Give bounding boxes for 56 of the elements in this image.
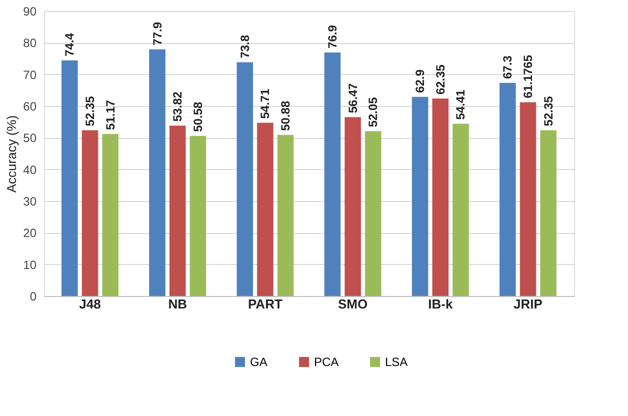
data-label: 50.88 <box>278 100 293 131</box>
data-label: 52.35 <box>541 96 556 126</box>
bar <box>412 96 428 296</box>
data-label: 56.47 <box>346 82 360 114</box>
y-tick-label: 10 <box>23 258 37 272</box>
y-tick-label: 0 <box>30 290 37 304</box>
y-tick-label: 20 <box>23 226 37 240</box>
bar <box>169 126 186 296</box>
y-tick-label: 30 <box>23 194 37 208</box>
x-tick-label: NB <box>168 296 187 312</box>
data-label: 54.71 <box>258 88 272 119</box>
bar <box>500 82 516 296</box>
y-axis-title: Accuracy (%) <box>4 115 20 193</box>
bar <box>344 117 361 296</box>
y-tick-label: 70 <box>23 68 37 82</box>
x-tick-label: JRIP <box>514 296 543 312</box>
bar <box>277 134 294 296</box>
bar <box>257 122 274 296</box>
bar <box>540 130 556 296</box>
data-label: 52.05 <box>366 96 380 128</box>
data-label: 67.3 <box>500 55 515 79</box>
bar <box>324 52 341 296</box>
legend-label: PCA <box>314 355 339 369</box>
data-label: 73.8 <box>238 34 252 58</box>
x-tick-label: SMO <box>338 296 368 312</box>
bar <box>62 60 78 296</box>
y-tick-label: 80 <box>23 36 37 50</box>
data-label: 62.35 <box>433 64 448 95</box>
legend-label: GA <box>250 355 268 369</box>
y-tick-label: 40 <box>23 162 37 177</box>
x-tick-label: PART <box>248 296 282 312</box>
data-label: 54.41 <box>454 89 468 120</box>
bar <box>452 124 469 296</box>
y-tick-label: 60 <box>23 100 37 114</box>
y-tick-label: 50 <box>23 131 37 146</box>
x-tick-label: IB-k <box>428 296 454 312</box>
bar <box>520 102 536 296</box>
data-label: 77.9 <box>150 22 164 46</box>
data-label: 51.17 <box>103 100 118 130</box>
bar <box>102 134 118 296</box>
x-tick-label: J48 <box>79 296 101 312</box>
data-label: 62.9 <box>413 69 428 93</box>
data-label: 53.82 <box>170 91 185 122</box>
data-label: 74.4 <box>62 32 77 56</box>
legend-label: LSA <box>385 355 408 369</box>
bar <box>432 98 449 296</box>
bar <box>149 49 166 296</box>
data-label: 52.35 <box>82 96 97 126</box>
bar <box>190 136 206 296</box>
bar <box>82 130 98 296</box>
y-tick-label: 90 <box>23 4 37 18</box>
bar <box>365 131 382 296</box>
data-label: 61.1765 <box>521 54 536 98</box>
bar <box>236 62 253 296</box>
data-label: 76.9 <box>325 24 340 48</box>
data-label: 50.58 <box>190 101 205 132</box>
